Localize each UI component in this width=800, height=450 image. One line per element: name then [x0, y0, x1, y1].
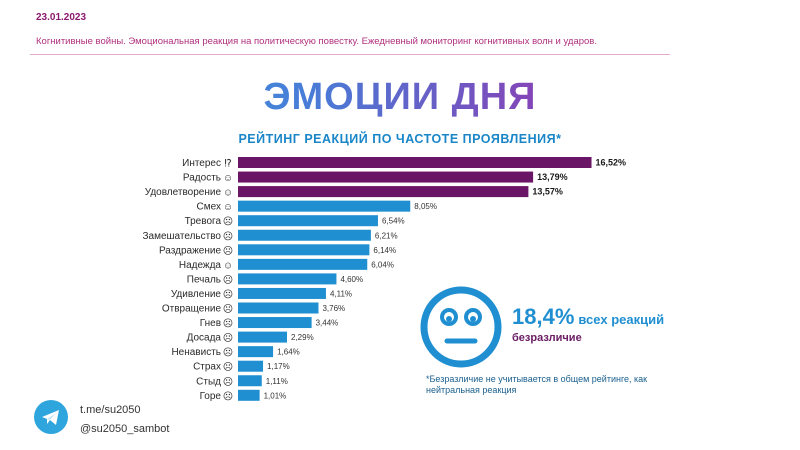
value-label: 16,52% — [596, 158, 627, 168]
bar — [238, 244, 370, 256]
emotion-icon: ☹ — [223, 361, 233, 373]
category-label: Раздражение — [159, 245, 221, 256]
bar — [238, 389, 260, 401]
value-label: 1,64% — [277, 348, 300, 357]
bar — [238, 258, 368, 270]
emotion-icon: ☺ — [223, 202, 233, 213]
bar — [238, 229, 371, 241]
bar — [238, 331, 288, 343]
category-label: Горе — [200, 391, 222, 402]
category-label: Интерес — [182, 158, 221, 169]
value-label: 8,05% — [414, 202, 437, 211]
value-label: 1,01% — [264, 391, 287, 400]
category-label: Ненависть — [171, 347, 221, 358]
emotion-icon: ☹ — [223, 230, 233, 242]
category-label: Стыд — [196, 376, 221, 387]
date: 23.01.2023 — [36, 12, 87, 23]
indifference-label: безразличие — [512, 332, 582, 344]
bar — [238, 317, 312, 329]
value-label: 6,04% — [371, 260, 394, 269]
emotion-icon: ☺ — [223, 188, 233, 199]
bot-link[interactable]: @su2050_sambot — [80, 423, 170, 435]
footnote: *Безразличие не учитывается в общем рейт… — [426, 374, 648, 395]
emotion-icon: ⁉ — [224, 159, 231, 170]
chart-title: РЕЙТИНГ РЕАКЦИЙ ПО ЧАСТОТЕ ПРОЯВЛЕНИЯ* — [238, 132, 562, 146]
value-label: 6,21% — [375, 231, 398, 240]
bar — [238, 186, 529, 198]
value-label: 13,57% — [532, 187, 563, 197]
emotion-icon: ☹ — [223, 303, 233, 315]
emotion-icon: ☹ — [223, 216, 233, 228]
page-title: ЭМОЦИИ ДНЯ — [0, 76, 800, 119]
telegram-link[interactable]: t.me/su2050 — [80, 404, 141, 416]
emotion-icon: ☹ — [223, 376, 233, 388]
category-label: Печаль — [187, 274, 221, 285]
emotion-icon: ☹ — [223, 274, 233, 286]
value-label: 6,14% — [373, 246, 396, 255]
bar — [238, 346, 274, 358]
neutral-face-icon — [420, 286, 502, 368]
value-label: 1,17% — [267, 362, 290, 371]
bar — [238, 287, 326, 299]
category-label: Замешательство — [143, 231, 222, 242]
bar — [238, 302, 319, 314]
value-label: 4,60% — [340, 275, 363, 284]
category-label: Страх — [193, 362, 221, 373]
indifference-rest: всех реакций — [578, 312, 665, 327]
value-label: 1,11% — [266, 377, 288, 386]
emotion-icon: ☹ — [223, 245, 233, 257]
emotion-icon: ☹ — [223, 332, 233, 344]
bar — [238, 200, 411, 212]
header-divider — [30, 54, 670, 55]
value-label: 3,76% — [322, 304, 345, 313]
header-subtitle: Когнитивные войны. Эмоциональная реакция… — [36, 36, 597, 47]
bar — [238, 215, 378, 227]
category-label: Надежда — [179, 260, 222, 271]
emotion-icon: ☹ — [223, 347, 233, 359]
category-label: Удивление — [171, 289, 222, 300]
bar — [238, 375, 262, 387]
value-label: 4,11% — [330, 289, 352, 298]
telegram-icon[interactable] — [34, 400, 68, 434]
emotion-icon: ☺ — [223, 173, 233, 184]
bar — [238, 171, 534, 183]
category-label: Удовлетворение — [145, 187, 222, 198]
emotion-icon: ☺ — [223, 260, 233, 271]
category-label: Радость — [183, 173, 221, 184]
category-label: Отвращение — [162, 304, 222, 315]
bar — [238, 157, 592, 168]
bar — [238, 273, 337, 285]
emotion-icon: ☹ — [223, 288, 233, 300]
category-label: Смех — [197, 202, 221, 213]
value-label: 6,54% — [382, 217, 405, 226]
category-label: Досада — [187, 333, 222, 344]
value-label: 2,29% — [291, 333, 314, 342]
category-label: Тревога — [185, 216, 222, 227]
indifference-value: 18,4% всех реакций — [512, 304, 665, 329]
category-label: Гнев — [200, 318, 221, 329]
emotion-icon: ☹ — [223, 318, 233, 330]
emotion-icon: ☹ — [223, 390, 233, 402]
value-label: 13,79% — [537, 172, 568, 182]
bar — [238, 360, 264, 372]
value-label: 3,44% — [316, 319, 339, 328]
